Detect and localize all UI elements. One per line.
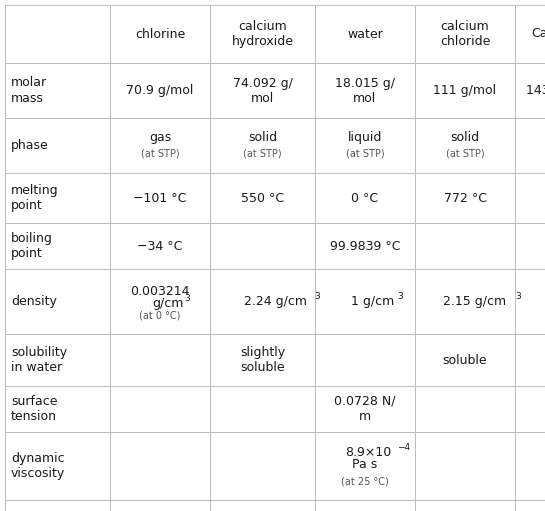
Text: 0 °C: 0 °C (352, 192, 379, 204)
Text: (at 0 °C): (at 0 °C) (140, 311, 181, 320)
Text: (at STP): (at STP) (243, 149, 282, 158)
Text: 2.15 g/cm: 2.15 g/cm (443, 295, 506, 308)
Text: 2.24 g/cm: 2.24 g/cm (245, 295, 307, 308)
Text: gas: gas (149, 131, 171, 144)
Text: phase: phase (11, 139, 49, 152)
Text: molar
mass: molar mass (11, 77, 47, 105)
Text: solubility
in water: solubility in water (11, 346, 67, 374)
Text: 3: 3 (314, 292, 320, 301)
Text: calcium
chloride: calcium chloride (440, 20, 490, 48)
Text: 143 g/mol: 143 g/mol (526, 84, 545, 97)
Text: dynamic
viscosity: dynamic viscosity (11, 452, 65, 480)
Text: −34 °C: −34 °C (137, 240, 183, 252)
Text: Ca(ClO)₂: Ca(ClO)₂ (531, 28, 545, 40)
Text: g/cm: g/cm (152, 297, 183, 310)
Text: (at STP): (at STP) (346, 149, 384, 158)
Text: 18.015 g/
mol: 18.015 g/ mol (335, 77, 395, 105)
Text: 3: 3 (515, 292, 521, 301)
Text: surface
tension: surface tension (11, 395, 58, 423)
Text: (at STP): (at STP) (446, 149, 485, 158)
Text: 550 °C: 550 °C (241, 192, 284, 204)
Text: solid: solid (450, 131, 480, 144)
Text: slightly
soluble: slightly soluble (240, 346, 285, 374)
Text: 70.9 g/mol: 70.9 g/mol (126, 84, 193, 97)
Text: (at STP): (at STP) (141, 149, 179, 158)
Text: water: water (347, 28, 383, 40)
Text: 8.9×10: 8.9×10 (345, 446, 391, 458)
Text: melting
point: melting point (11, 184, 59, 212)
Text: −101 °C: −101 °C (134, 192, 187, 204)
Text: Pa s: Pa s (353, 458, 378, 472)
Text: solid: solid (248, 131, 277, 144)
Text: 3: 3 (184, 294, 190, 303)
Text: 111 g/mol: 111 g/mol (433, 84, 496, 97)
Text: (at 25 °C): (at 25 °C) (341, 477, 389, 487)
Text: 0.0728 N/
m: 0.0728 N/ m (334, 395, 396, 423)
Text: 1 g/cm: 1 g/cm (351, 295, 394, 308)
Text: 74.092 g/
mol: 74.092 g/ mol (233, 77, 293, 105)
Text: 0.003214: 0.003214 (130, 285, 190, 298)
Text: liquid: liquid (348, 131, 382, 144)
Text: density: density (11, 295, 57, 308)
Text: 3: 3 (397, 292, 403, 301)
Text: 772 °C: 772 °C (444, 192, 487, 204)
Text: chlorine: chlorine (135, 28, 185, 40)
Text: calcium
hydroxide: calcium hydroxide (232, 20, 294, 48)
Text: boiling
point: boiling point (11, 232, 53, 260)
Text: soluble: soluble (443, 354, 487, 366)
Text: 99.9839 °C: 99.9839 °C (330, 240, 400, 252)
Text: −4: −4 (397, 443, 410, 452)
